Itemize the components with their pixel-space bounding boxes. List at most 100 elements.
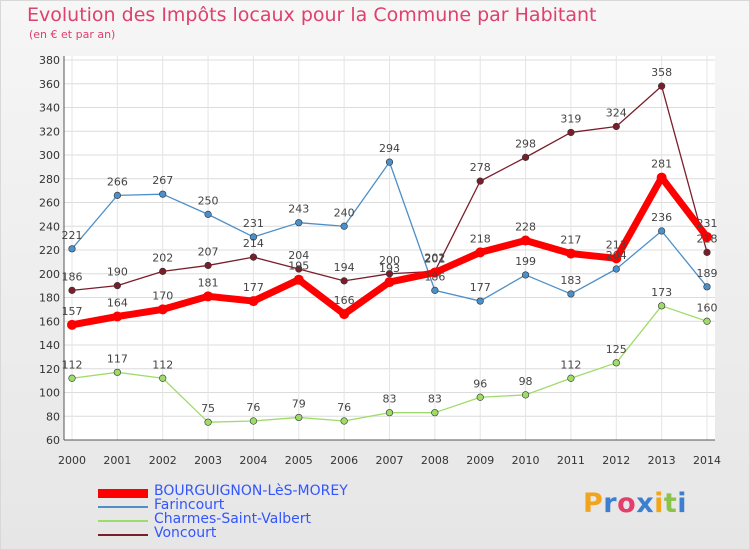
data-label: 195	[288, 260, 309, 273]
data-point	[159, 374, 167, 382]
data-label: 79	[292, 397, 306, 410]
data-label: 189	[697, 267, 718, 280]
legend-label: Farincourt	[154, 497, 225, 513]
data-point	[295, 413, 303, 422]
legend-swatch	[98, 520, 148, 522]
y-tick-label: 180	[39, 292, 60, 305]
x-tick-label: 2005	[285, 454, 313, 467]
data-point	[658, 227, 666, 235]
data-point	[157, 304, 168, 315]
logo-letter: r	[603, 488, 618, 519]
data-point	[112, 311, 123, 322]
data-label: 76	[246, 401, 260, 414]
data-point	[295, 265, 303, 273]
data-label: 267	[152, 174, 173, 187]
logo-letter: o	[617, 488, 637, 519]
data-point	[521, 391, 530, 399]
y-tick-label: 140	[39, 339, 60, 352]
x-tick-label: 2007	[376, 454, 404, 467]
data-point	[431, 286, 439, 294]
data-point	[565, 248, 576, 259]
data-point	[567, 290, 575, 298]
data-point	[159, 190, 167, 198]
data-point	[703, 248, 711, 256]
x-tick-label: 2009	[466, 454, 494, 467]
data-label: 193	[379, 262, 400, 275]
chart-legend: BOURGUIGNON-LèS-MOREY Farincourt Charmes-S…	[98, 483, 478, 542]
data-point	[476, 393, 484, 401]
chart-subtitle: (en € et par an)	[29, 28, 116, 41]
data-label: 228	[515, 221, 536, 234]
data-point	[385, 270, 394, 278]
y-tick-label: 200	[39, 268, 60, 281]
data-point	[520, 235, 531, 246]
data-label: 96	[473, 377, 487, 390]
data-label: 160	[697, 301, 718, 314]
data-point	[67, 319, 77, 330]
y-tick-label: 100	[39, 387, 60, 400]
data-point	[521, 271, 530, 279]
y-tick-label: 300	[39, 149, 60, 162]
data-point	[611, 253, 622, 264]
legend-label: Charmes-Saint-Valbert	[154, 511, 311, 527]
data-label: 240	[334, 206, 355, 219]
y-tick-label: 280	[39, 173, 60, 186]
data-point	[658, 302, 666, 310]
data-point	[385, 409, 394, 417]
data-label: 358	[651, 66, 672, 79]
data-point	[68, 374, 76, 382]
proxiti-logo: Proxiti	[583, 488, 687, 519]
data-point	[68, 286, 76, 294]
data-point	[113, 282, 121, 290]
data-point	[204, 261, 212, 270]
data-label: 214	[243, 237, 264, 250]
legend-label: Voncourt	[154, 525, 217, 541]
data-label: 324	[606, 107, 627, 120]
x-tick-label: 2010	[512, 454, 540, 467]
data-point	[340, 277, 348, 285]
x-tick-label: 2001	[103, 454, 131, 467]
data-label: 166	[334, 294, 355, 307]
y-tick-label: 220	[39, 244, 60, 257]
data-point	[204, 210, 212, 218]
logo-letter: i	[677, 488, 688, 519]
data-point	[113, 368, 121, 376]
data-label: 213	[606, 238, 627, 251]
data-label: 157	[62, 305, 83, 318]
data-label: 173	[651, 286, 672, 299]
data-point	[567, 128, 575, 137]
data-point	[385, 158, 394, 166]
data-label: 186	[62, 270, 83, 283]
data-label: 218	[470, 232, 491, 245]
data-label: 83	[383, 393, 397, 406]
data-point	[249, 253, 258, 261]
data-label: 199	[515, 255, 536, 268]
data-label: 125	[606, 343, 627, 356]
data-label: 186	[424, 270, 445, 283]
data-label: 298	[515, 137, 536, 150]
data-point	[249, 417, 258, 425]
legend-item: Voncourt	[98, 525, 478, 542]
data-point	[612, 359, 620, 367]
data-label: 181	[198, 276, 219, 289]
x-tick-label: 2000	[58, 454, 86, 467]
data-label: 112	[62, 358, 83, 371]
data-label: 76	[337, 401, 351, 414]
y-tick-label: 360	[39, 78, 60, 91]
data-label: 202	[152, 251, 173, 264]
data-label: 217	[560, 234, 581, 247]
chart-title: Evolution des Impôts locaux pour la Comm…	[27, 4, 597, 26]
data-point	[203, 291, 214, 302]
data-label: 281	[651, 158, 672, 171]
data-label: 204	[606, 249, 627, 262]
x-tick-label: 2003	[194, 454, 222, 467]
data-point	[113, 191, 121, 199]
data-point	[248, 296, 259, 307]
data-label: 201	[424, 253, 445, 266]
data-label: 98	[519, 375, 533, 388]
data-point	[340, 417, 348, 425]
data-point	[429, 267, 440, 278]
data-point	[159, 267, 167, 275]
data-label: 200	[379, 254, 400, 267]
data-point	[293, 274, 304, 285]
